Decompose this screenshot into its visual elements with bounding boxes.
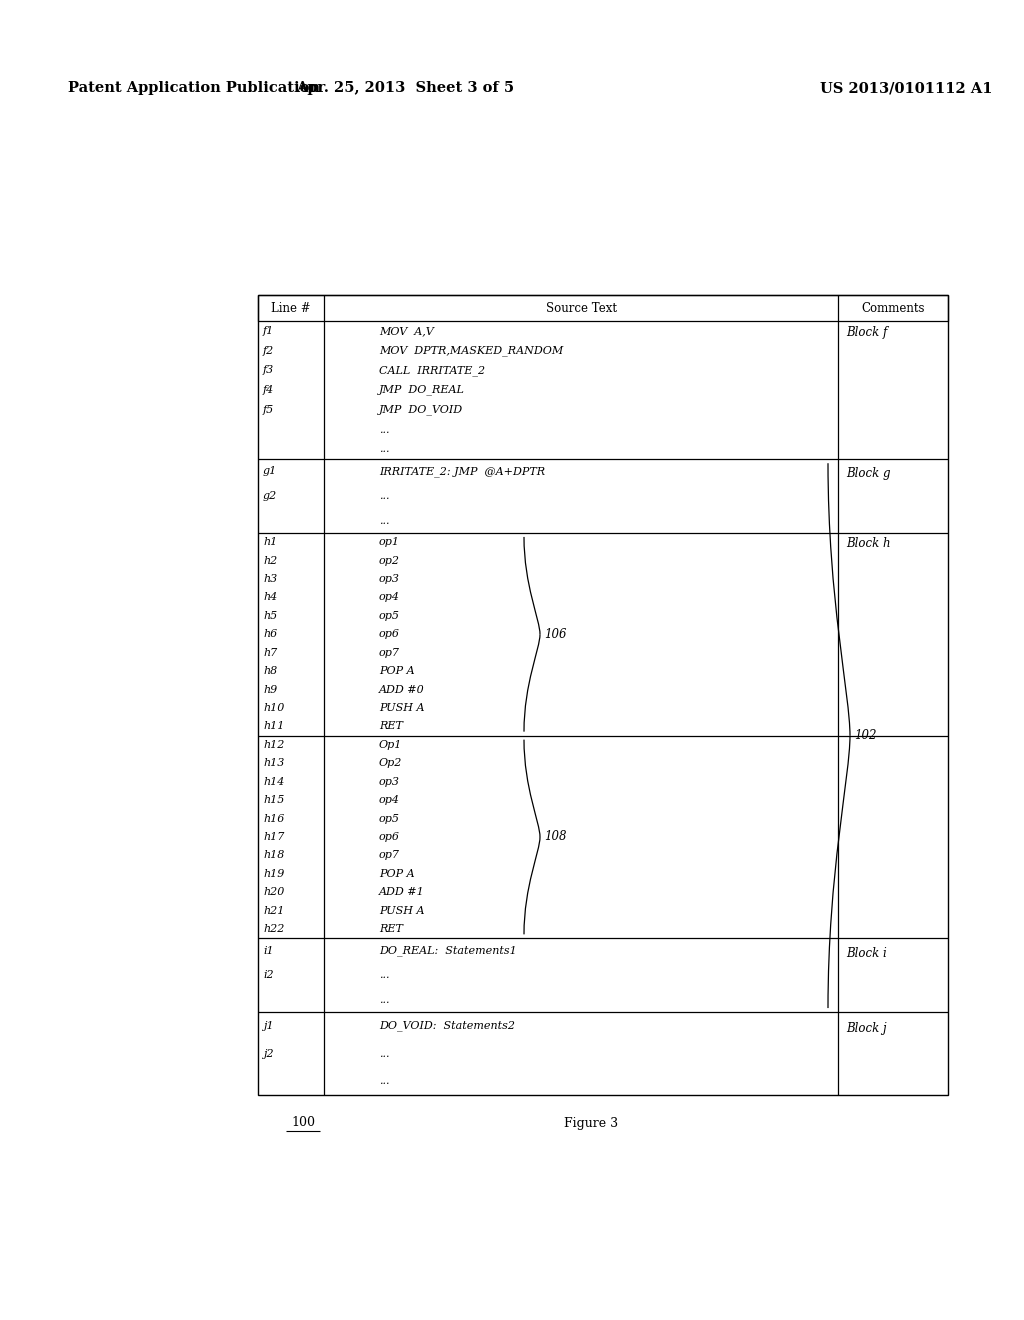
Text: h18: h18 [263, 850, 285, 861]
Text: h7: h7 [263, 648, 278, 657]
Text: Block j: Block j [846, 1022, 887, 1035]
Text: h5: h5 [263, 611, 278, 620]
Text: Block f: Block f [846, 326, 888, 339]
Text: op4: op4 [379, 795, 400, 805]
Text: Source Text: Source Text [546, 301, 616, 314]
Text: h10: h10 [263, 704, 285, 713]
Text: h13: h13 [263, 758, 285, 768]
Text: j1: j1 [263, 1020, 273, 1031]
Text: MOV  DPTR,MASKED_RANDOM: MOV DPTR,MASKED_RANDOM [379, 346, 563, 356]
Text: Block g: Block g [846, 467, 891, 480]
Text: ...: ... [379, 516, 389, 525]
Text: POP A: POP A [379, 667, 415, 676]
Text: ...: ... [379, 1048, 389, 1059]
Bar [258, 294, 948, 321]
Text: PUSH A: PUSH A [379, 704, 425, 713]
Text: op3: op3 [379, 776, 400, 787]
Text: h15: h15 [263, 795, 285, 805]
Text: op6: op6 [379, 832, 400, 842]
Text: Op1: Op1 [379, 739, 402, 750]
Text: op4: op4 [379, 593, 400, 602]
Text: 102: 102 [854, 729, 877, 742]
Text: g2: g2 [263, 491, 278, 502]
Text: IRRITATE_2: JMP  @A+DPTR: IRRITATE_2: JMP @A+DPTR [379, 466, 545, 477]
Text: f4: f4 [263, 385, 274, 395]
Text: f5: f5 [263, 405, 274, 414]
Text: ADD #1: ADD #1 [379, 887, 425, 898]
Text: h20: h20 [263, 887, 285, 898]
Text: h17: h17 [263, 832, 285, 842]
Text: h11: h11 [263, 722, 285, 731]
Text: g1: g1 [263, 466, 278, 477]
Text: h6: h6 [263, 630, 278, 639]
Text: Block h: Block h [846, 537, 891, 550]
Text: Apr. 25, 2013  Sheet 3 of 5: Apr. 25, 2013 Sheet 3 of 5 [296, 81, 514, 95]
Text: US 2013/0101112 A1: US 2013/0101112 A1 [820, 81, 992, 95]
Text: DO_VOID:  Statements2: DO_VOID: Statements2 [379, 1020, 515, 1031]
Text: h1: h1 [263, 537, 278, 548]
Text: h21: h21 [263, 906, 285, 916]
Text: op2: op2 [379, 556, 400, 565]
Text: op5: op5 [379, 813, 400, 824]
Text: op5: op5 [379, 611, 400, 620]
Text: CALL  IRRITATE_2: CALL IRRITATE_2 [379, 366, 485, 376]
Bar [258, 294, 948, 1096]
Text: ...: ... [379, 445, 389, 454]
Text: h19: h19 [263, 869, 285, 879]
Text: ...: ... [379, 1076, 389, 1086]
Text: POP A: POP A [379, 869, 415, 879]
Text: f3: f3 [263, 366, 274, 375]
Text: Block i: Block i [846, 946, 887, 960]
Text: h3: h3 [263, 574, 278, 583]
Text: ...: ... [379, 995, 389, 1005]
Text: JMP  DO_REAL: JMP DO_REAL [379, 384, 465, 396]
Text: f2: f2 [263, 346, 274, 355]
Text: op7: op7 [379, 850, 400, 861]
Text: h8: h8 [263, 667, 278, 676]
Text: 106: 106 [544, 628, 566, 640]
Text: Patent Application Publication: Patent Application Publication [68, 81, 319, 95]
Text: 100: 100 [291, 1117, 315, 1130]
Text: op7: op7 [379, 648, 400, 657]
Text: h12: h12 [263, 739, 285, 750]
Text: Op2: Op2 [379, 758, 402, 768]
Text: h2: h2 [263, 556, 278, 565]
Text: ADD #0: ADD #0 [379, 685, 425, 694]
Text: ...: ... [379, 425, 389, 434]
Text: PUSH A: PUSH A [379, 906, 425, 916]
Text: op3: op3 [379, 574, 400, 583]
Text: h22: h22 [263, 924, 285, 935]
Text: RET: RET [379, 924, 402, 935]
Text: RET: RET [379, 722, 402, 731]
Text: DO_REAL:  Statements1: DO_REAL: Statements1 [379, 945, 517, 956]
Text: 108: 108 [544, 830, 566, 843]
Text: JMP  DO_VOID: JMP DO_VOID [379, 404, 463, 416]
Text: Figure 3: Figure 3 [564, 1117, 618, 1130]
Text: op6: op6 [379, 630, 400, 639]
Text: h9: h9 [263, 685, 278, 694]
Text: Comments: Comments [861, 301, 925, 314]
Text: ...: ... [379, 491, 389, 502]
Text: h16: h16 [263, 813, 285, 824]
Text: f1: f1 [263, 326, 274, 335]
Text: h4: h4 [263, 593, 278, 602]
Text: ...: ... [379, 970, 389, 981]
Text: h14: h14 [263, 776, 285, 787]
Text: j2: j2 [263, 1048, 273, 1059]
Text: i1: i1 [263, 945, 273, 956]
Text: MOV  A,V: MOV A,V [379, 326, 434, 335]
Text: i2: i2 [263, 970, 273, 981]
Text: op1: op1 [379, 537, 400, 548]
Text: Line #: Line # [271, 301, 311, 314]
